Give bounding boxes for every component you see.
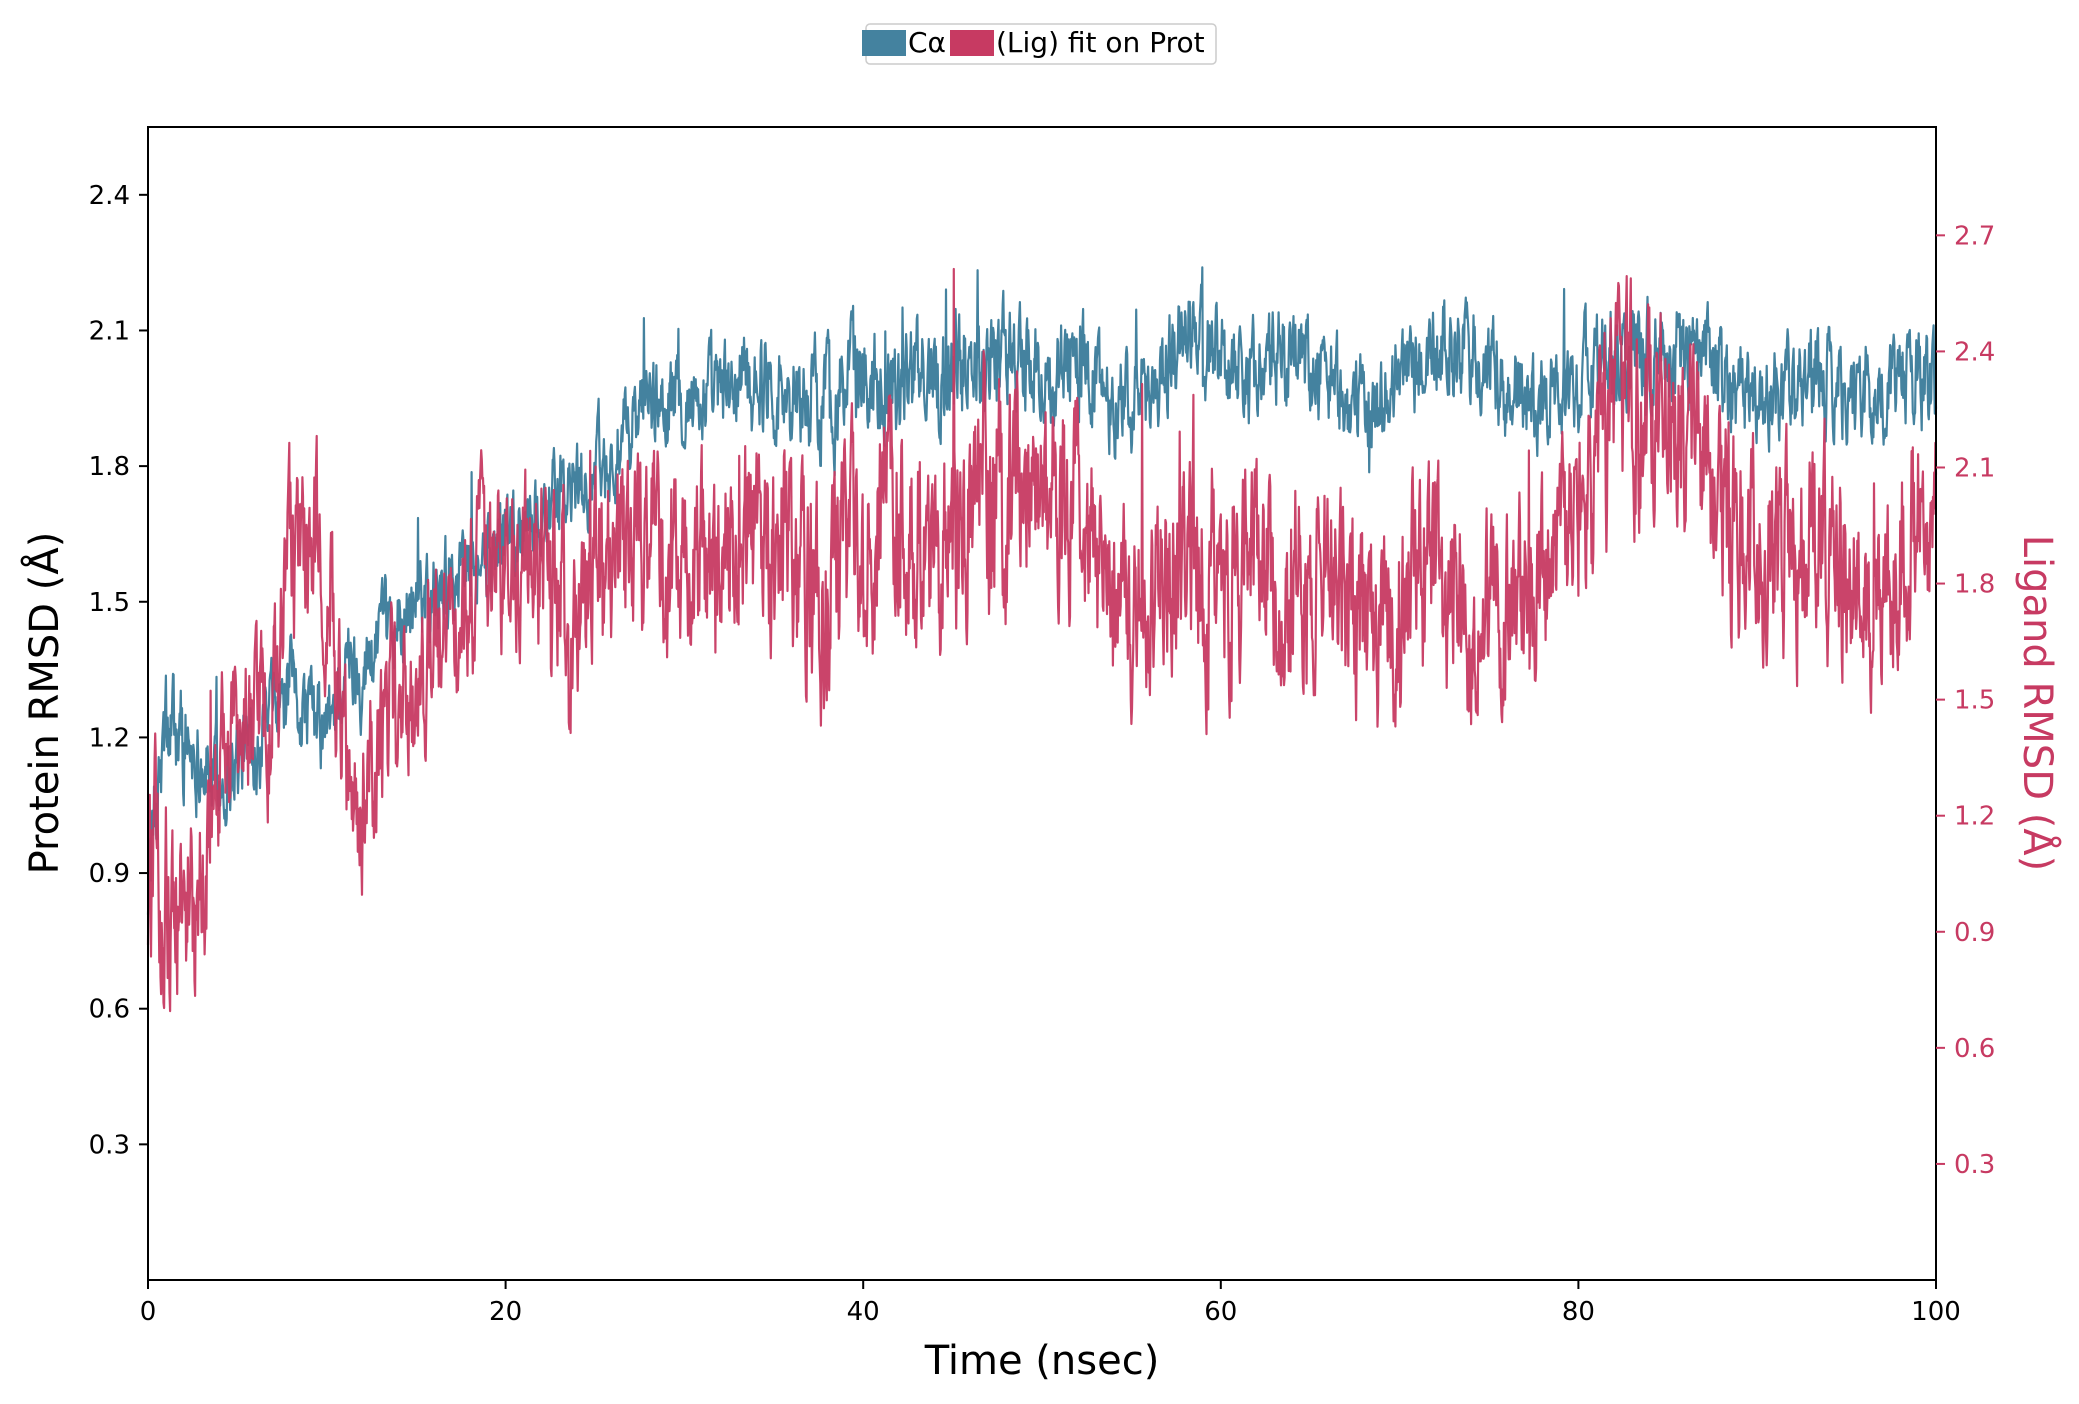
series-line-ligand <box>146 267 1938 1013</box>
plot-frame <box>147 126 1937 1281</box>
left-y-tick-label: 1.8 <box>89 452 130 482</box>
legend-label-lig: (Lig) fit on Prot <box>996 26 1205 59</box>
left-y-tick-label: 0.9 <box>89 859 130 889</box>
right-y-axis-ticks: 0.3 0.6 0.9 1.2 1.5 1.8 2.1 2.4 2.7 <box>1936 221 1995 1180</box>
x-tick-label: 100 <box>1911 1297 1961 1327</box>
x-tick-label: 60 <box>1204 1297 1237 1327</box>
right-y-tick-label: 2.7 <box>1954 221 1995 251</box>
left-y-tick-label: 2.4 <box>89 181 130 211</box>
x-tick-label: 40 <box>847 1297 880 1327</box>
x-tick-label: 0 <box>140 1297 157 1327</box>
x-axis-ticks: 0 20 40 60 80 100 <box>140 1280 1961 1327</box>
left-y-tick-label: 2.1 <box>89 316 130 346</box>
right-y-tick-label: 2.1 <box>1954 453 1995 483</box>
left-y-tick-label: 0.6 <box>89 995 130 1025</box>
x-axis-title: Time (nsec) <box>924 1338 1160 1384</box>
right-y-axis-title: Ligand RMSD (Å) <box>2014 535 2062 872</box>
x-tick-label: 80 <box>1562 1297 1595 1327</box>
legend-swatch-ca <box>862 30 906 56</box>
right-y-tick-label: 0.6 <box>1954 1034 1995 1064</box>
right-y-tick-label: 1.2 <box>1954 802 1995 832</box>
legend: Cα (Lig) fit on Prot <box>862 23 1217 65</box>
series-line-ca <box>146 266 1938 915</box>
left-y-axis-ticks: 0.3 0.6 0.9 1.2 1.5 1.8 2.1 2.4 <box>89 181 148 1160</box>
x-tick-label: 20 <box>489 1297 522 1327</box>
right-y-tick-label: 1.8 <box>1954 570 1995 600</box>
left-y-tick-label: 0.3 <box>89 1130 130 1160</box>
right-y-tick-label: 1.5 <box>1954 686 1995 716</box>
right-y-tick-label: 0.3 <box>1954 1150 1995 1180</box>
legend-swatch-lig <box>950 30 994 56</box>
left-y-tick-label: 1.2 <box>89 723 130 753</box>
right-y-tick-label: 0.9 <box>1954 918 1995 948</box>
left-y-axis-title: Protein RMSD (Å) <box>20 532 68 875</box>
left-y-tick-label: 1.5 <box>89 588 130 618</box>
right-y-tick-label: 2.4 <box>1954 337 1995 367</box>
series-layer <box>146 266 1938 1013</box>
legend-label-ca: Cα <box>908 26 946 59</box>
